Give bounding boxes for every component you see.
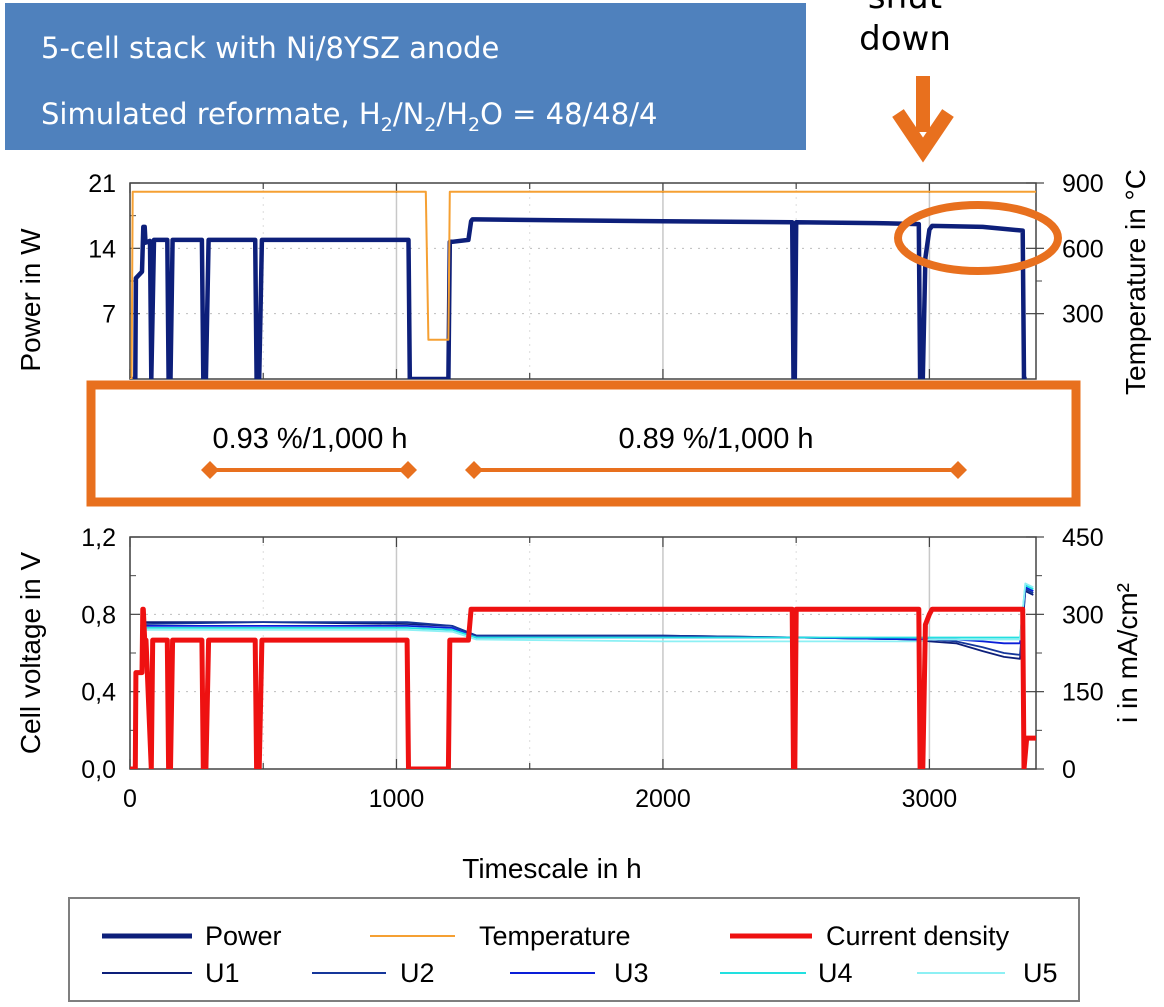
- y-tick-label: 0,8: [81, 601, 116, 629]
- legend-item-u2: U2: [312, 958, 435, 988]
- y2-tick-label: 450: [1062, 524, 1104, 552]
- series-line-u2: [140, 588, 1034, 656]
- top-grid: [129, 183, 1036, 379]
- bottom-panel: 1,2 0,8 0,4 0,0 450 300 150 0 0 1000 2000 3000 Ce…: [15, 524, 1143, 884]
- degradation-rate-1: 0.93 %/1,000 h: [212, 423, 407, 455]
- top-y-axis-label: Power in W: [15, 228, 46, 372]
- x-tick-label: 1000: [369, 785, 425, 813]
- shutdown-label: shut down: [825, 0, 985, 60]
- legend-item-temperature: Temperature: [370, 921, 631, 951]
- info-line-stack: 5-cell stack with Ni/8YSZ anode: [41, 31, 500, 65]
- bottom-y-axis-label: Cell voltage in V: [15, 552, 46, 755]
- bottom-y2-axis-label: i in mA/cm²: [1112, 583, 1143, 723]
- legend-label-u1: U1: [205, 958, 240, 988]
- series-line-u1: [140, 590, 1034, 660]
- legend-item-power: Power: [102, 921, 282, 951]
- y-tick-label: 21: [88, 170, 116, 198]
- legend-canvas: Power Temperature Current density U1 U2 …: [102, 921, 1058, 988]
- series-line-temperature: [130, 190, 1036, 379]
- y-tick-label: 0,0: [81, 756, 116, 784]
- y2-tick-label: 900: [1062, 170, 1104, 198]
- y-tick-label: 7: [102, 301, 116, 329]
- top-y2-tick-labels: 900 600 300: [1062, 170, 1104, 329]
- bottom-grid: [129, 537, 1036, 769]
- x-tick-label: 2000: [635, 785, 691, 813]
- legend-label-current-density: Current density: [826, 921, 1010, 951]
- series-line-u3: [140, 586, 1034, 645]
- y2-tick-label: 300: [1062, 301, 1104, 329]
- y2-tick-label: 300: [1062, 601, 1104, 629]
- x-axis-label: Timescale in h: [462, 853, 641, 884]
- info-box: 5-cell stack with Ni/8YSZ anode Simulate…: [5, 3, 806, 150]
- degradation-rate-2: 0.89 %/1,000 h: [618, 423, 813, 455]
- series-line-power: [130, 217, 1027, 379]
- legend-item-u3: U3: [510, 958, 649, 988]
- degradation-box: 0.93 %/1,000 h 0.89 %/1,000 h: [86, 380, 1081, 507]
- top-series: [130, 190, 1036, 379]
- bottom-plot-frame: [129, 536, 1037, 770]
- y-tick-label: 1,2: [81, 524, 116, 552]
- series-line-current-density: [130, 606, 1036, 769]
- y-tick-label: 0,4: [81, 679, 116, 707]
- shutdown-label-line1: shut: [825, 0, 985, 18]
- legend-item-u4: U4: [720, 958, 853, 988]
- y2-tick-label: 0: [1062, 756, 1076, 784]
- series-line-u4: [140, 584, 1034, 639]
- legend-item-current-density: Current density: [730, 921, 1010, 951]
- legend-label-power: Power: [205, 921, 282, 951]
- legend-label-u2: U2: [400, 958, 435, 988]
- shutdown-highlight-ellipse: [894, 201, 1062, 275]
- bottom-y-tick-labels: 1,2 0,8 0,4 0,0: [81, 524, 116, 784]
- shutdown-arrow-icon: [892, 76, 954, 163]
- degradation-span-2-arrow: [465, 461, 967, 479]
- info-line-fuel: Simulated reformate, H2/N2/H2O = 48/48/4: [41, 97, 658, 136]
- y2-tick-label: 150: [1062, 679, 1104, 707]
- legend-item-u5: U5: [917, 958, 1058, 988]
- bottom-x-tick-labels: 0 1000 2000 3000: [123, 785, 957, 813]
- legend-item-u1: U1: [102, 958, 240, 988]
- top-ticks: [129, 182, 1044, 379]
- legend-label-u5: U5: [1023, 958, 1058, 988]
- degradation-span-1-arrow: [201, 461, 417, 479]
- y2-tick-label: 600: [1062, 235, 1104, 263]
- top-plot-frame: [129, 182, 1037, 380]
- legend-label-u4: U4: [818, 958, 853, 988]
- shutdown-label-line2: down: [859, 19, 951, 59]
- bottom-y2-tick-labels: 450 300 150 0: [1062, 524, 1104, 784]
- top-y2-axis-label: Temperature in °C: [1120, 169, 1151, 395]
- bottom-series: [130, 582, 1036, 769]
- legend: Power Temperature Current density U1 U2 …: [68, 897, 1080, 1002]
- bottom-ticks: [129, 536, 1044, 770]
- x-tick-label: 3000: [902, 785, 958, 813]
- x-tick-label: 0: [123, 785, 137, 813]
- y-tick-label: 14: [88, 235, 116, 263]
- top-y-tick-labels: 21 14 7: [88, 170, 116, 329]
- legend-label-u3: U3: [614, 958, 649, 988]
- top-panel: 21 14 7 900 600 300 Power in W Temperature i…: [15, 169, 1151, 395]
- legend-label-temperature: Temperature: [479, 921, 631, 951]
- degradation-frame: [86, 380, 1081, 507]
- series-line-u5: [140, 582, 1034, 643]
